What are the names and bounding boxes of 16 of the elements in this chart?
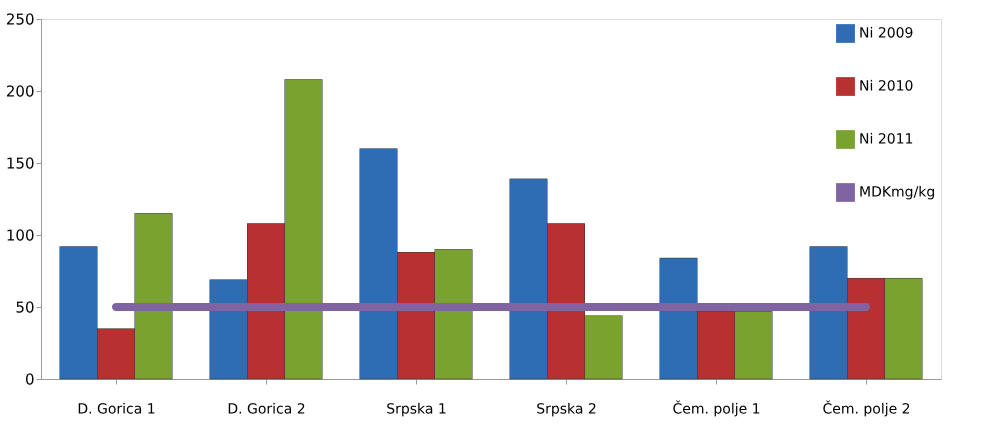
legend-label: MDKmg/kg xyxy=(859,184,936,200)
y-tick-label: 0 xyxy=(24,370,34,388)
x-tick-label: Srpska 1 xyxy=(386,402,447,418)
y-tick-label: 100 xyxy=(6,226,34,244)
y-tick-label: 50 xyxy=(15,298,34,316)
legend-label: Ni 2009 xyxy=(859,26,914,42)
y-tick-label: 250 xyxy=(6,10,34,28)
legend-label: Ni 2010 xyxy=(859,78,914,94)
y-tick-label: 200 xyxy=(6,82,34,100)
x-tick-label: Čem. polje 2 xyxy=(822,400,911,418)
legend-label: Ni 2011 xyxy=(859,132,914,148)
x-tick-label: Srpska 2 xyxy=(536,402,597,418)
y-tick-label: 150 xyxy=(6,154,34,172)
x-tick-label: Čem. polje 1 xyxy=(672,400,761,418)
x-tick-label: D. Gorica 1 xyxy=(77,402,156,418)
x-tick-label: D. Gorica 2 xyxy=(227,402,306,418)
